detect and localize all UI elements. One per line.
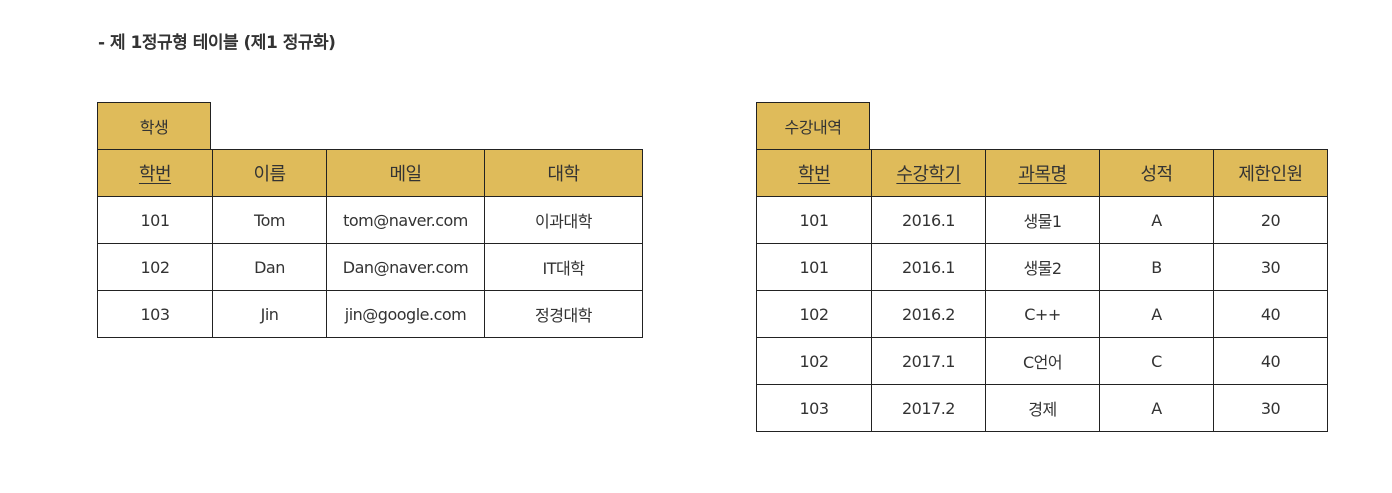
table-row: 101 2016.1 생물2 B 30 <box>756 243 1328 291</box>
table-cell: 2016.1 <box>871 243 986 291</box>
enrollment-table: 학번 수강학기 과목명 성적 제한인원 101 2016.1 생물1 A 20 … <box>756 149 1328 432</box>
student-table: 학번 이름 메일 대학 101 Tom tom@naver.com 이과대학 1… <box>97 149 643 338</box>
table-cell: C++ <box>985 290 1100 338</box>
student-col-email: 메일 <box>326 149 485 197</box>
table-cell: 102 <box>97 243 213 291</box>
table-cell: C <box>1099 337 1214 385</box>
student-col-college: 대학 <box>484 149 643 197</box>
enrollment-col-capacity: 제한인원 <box>1213 149 1328 197</box>
enrollment-table-name: 수강내역 <box>756 102 870 149</box>
table-cell: Jin <box>212 290 327 338</box>
student-col-student-id: 학번 <box>97 149 213 197</box>
table-cell: 30 <box>1213 243 1328 291</box>
table-cell: 101 <box>756 243 872 291</box>
table-cell: A <box>1099 196 1214 244</box>
table-row: 101 2016.1 생물1 A 20 <box>756 196 1328 244</box>
table-row: 102 2017.1 C언어 C 40 <box>756 337 1328 385</box>
table-cell: A <box>1099 384 1214 432</box>
enrollment-col-student-id: 학번 <box>756 149 872 197</box>
table-row: 103 Jin jin@google.com 정경대학 <box>97 290 643 338</box>
enrollment-col-course-name: 과목명 <box>985 149 1100 197</box>
table-cell: A <box>1099 290 1214 338</box>
table-row: 103 2017.2 경제 A 30 <box>756 384 1328 432</box>
enrollment-col-grade: 성적 <box>1099 149 1214 197</box>
table-cell: 103 <box>756 384 872 432</box>
table-cell: 2016.1 <box>871 196 986 244</box>
table-cell: 40 <box>1213 337 1328 385</box>
table-cell: 2016.2 <box>871 290 986 338</box>
table-cell: 102 <box>756 290 872 338</box>
table-row: 102 Dan Dan@naver.com IT대학 <box>97 243 643 291</box>
table-cell: Dan@naver.com <box>326 243 485 291</box>
table-cell: 생물2 <box>985 243 1100 291</box>
table-cell: jin@google.com <box>326 290 485 338</box>
table-row: 102 2016.2 C++ A 40 <box>756 290 1328 338</box>
page-title: - 제 1정규형 테이블 (제1 정규화) <box>98 33 336 53</box>
table-cell: 경제 <box>985 384 1100 432</box>
table-cell: 20 <box>1213 196 1328 244</box>
table-cell: 30 <box>1213 384 1328 432</box>
table-cell: B <box>1099 243 1214 291</box>
table-cell: Tom <box>212 196 327 244</box>
table-row: 101 Tom tom@naver.com 이과대학 <box>97 196 643 244</box>
enrollment-col-semester: 수강학기 <box>871 149 986 197</box>
table-cell: C언어 <box>985 337 1100 385</box>
table-cell: IT대학 <box>484 243 643 291</box>
table-cell: 103 <box>97 290 213 338</box>
student-table-block: 학생 학번 이름 메일 대학 101 Tom tom@naver.com 이과대… <box>97 102 643 338</box>
table-cell: 2017.1 <box>871 337 986 385</box>
table-cell: Dan <box>212 243 327 291</box>
table-cell: 이과대학 <box>484 196 643 244</box>
student-table-name: 학생 <box>97 102 211 149</box>
table-cell: 101 <box>756 196 872 244</box>
student-header-row: 학번 이름 메일 대학 <box>97 149 643 197</box>
table-cell: 2017.2 <box>871 384 986 432</box>
table-cell: 생물1 <box>985 196 1100 244</box>
table-cell: 정경대학 <box>484 290 643 338</box>
table-cell: 102 <box>756 337 872 385</box>
enrollment-table-block: 수강내역 학번 수강학기 과목명 성적 제한인원 101 2016.1 생물1 … <box>756 102 1328 432</box>
student-col-name: 이름 <box>212 149 327 197</box>
enrollment-header-row: 학번 수강학기 과목명 성적 제한인원 <box>756 149 1328 197</box>
table-cell: 101 <box>97 196 213 244</box>
table-cell: 40 <box>1213 290 1328 338</box>
table-cell: tom@naver.com <box>326 196 485 244</box>
